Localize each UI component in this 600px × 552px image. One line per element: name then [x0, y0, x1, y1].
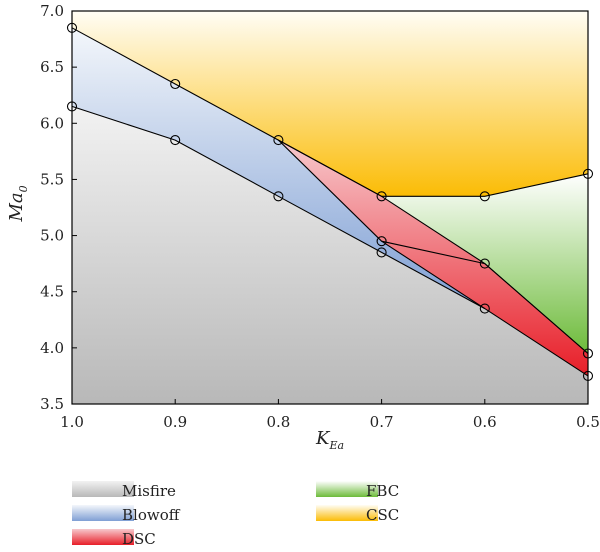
data-point-marker	[170, 78, 181, 90]
x-tick-label: 0.5	[576, 413, 600, 431]
regions	[72, 11, 588, 405]
data-point-marker	[170, 135, 181, 146]
y-tick-label: 5.5	[40, 170, 64, 188]
legend-label-blowoff: Blowoff	[122, 506, 181, 524]
boundary-line-1	[71, 105, 589, 377]
legend-label-csc: CSC	[366, 506, 399, 524]
y-tick-label: 6.0	[40, 114, 64, 132]
y-tick-label: 4.5	[40, 283, 64, 301]
data-point-marker	[273, 191, 284, 202]
boundary-line-5	[381, 240, 486, 310]
region-blowoff	[72, 27, 485, 309]
legend-swatch-misfire	[72, 481, 134, 497]
legend-label-dsc: DSC	[122, 530, 156, 548]
y-tick-label: 4.0	[40, 339, 64, 357]
data-point-marker	[479, 191, 490, 202]
x-tick-label: 0.7	[370, 413, 394, 431]
data-point-marker	[479, 258, 490, 269]
legend-swatch-dsc	[72, 529, 134, 545]
x-axis-title-main: K	[315, 428, 331, 449]
legend-swatch-csc	[316, 505, 378, 521]
region-csc	[72, 11, 588, 197]
boundary-line-4	[278, 139, 589, 354]
x-tick-label: 0.9	[163, 413, 187, 431]
y-tick-label: 7.0	[40, 2, 64, 20]
legend: Misfire Blowoff DSC FBC CSC	[72, 481, 399, 548]
data-point-marker	[376, 247, 387, 258]
legend-swatch-fbc	[316, 481, 378, 497]
y-tick-label: 6.5	[40, 58, 64, 76]
x-tick-label: 1.0	[60, 413, 84, 431]
y-tick-label: 5.0	[40, 227, 64, 245]
plot-frame	[71, 10, 589, 405]
data-point-marker	[376, 236, 387, 247]
data-point-marker	[376, 191, 387, 202]
region-dsc	[278, 140, 588, 376]
y-axis-title: Ma0	[6, 185, 30, 222]
data-point-marker	[273, 135, 284, 146]
ticks: 3.5 4.0 4.5 5.0 5.5 6.0 6.5 7.0 1.0 0.9 0.8 0.7 0.6 0…	[40, 2, 600, 431]
boundary-lines	[71, 27, 589, 377]
legend-swatch-blowoff	[72, 505, 134, 521]
region-misfire	[72, 106, 588, 405]
x-tick-label: 0.8	[266, 413, 290, 431]
legend-label-misfire: Misfire	[122, 482, 176, 500]
y-tick-label: 3.5	[40, 395, 64, 413]
data-point-marker	[479, 303, 490, 314]
x-axis-title: KEa	[315, 428, 344, 452]
region-fbc	[381, 173, 588, 354]
y-axis-title-sub: 0	[17, 185, 30, 192]
x-tick-label: 0.6	[473, 413, 497, 431]
y-axis-title-main: Ma	[6, 192, 27, 222]
x-axis-title-sub: Ea	[328, 439, 344, 452]
legend-label-fbc: FBC	[366, 482, 399, 500]
